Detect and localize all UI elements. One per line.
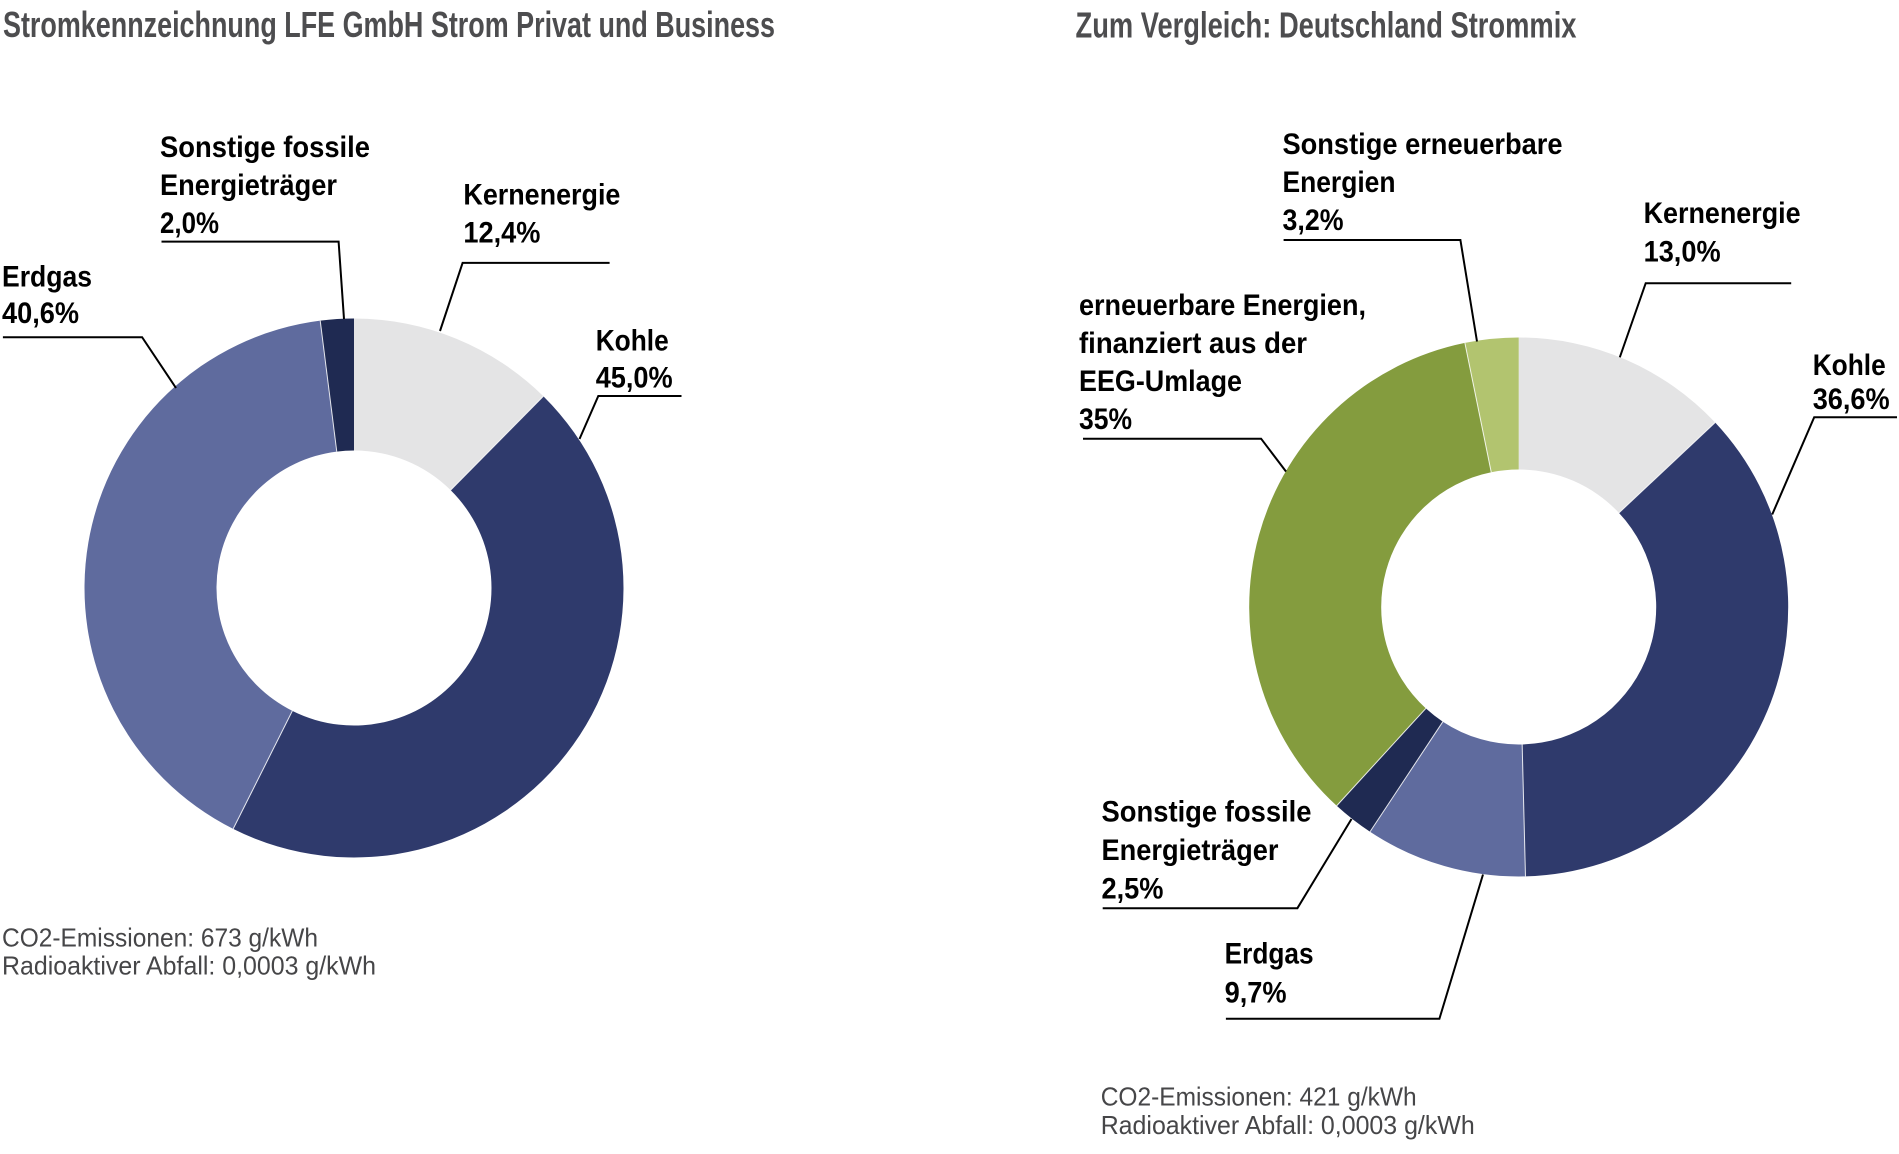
svg-text:Sonstige fossile: Sonstige fossile <box>1102 796 1312 829</box>
svg-text:erneuerbare Energien,: erneuerbare Energien, <box>1079 289 1366 322</box>
svg-text:Kohle: Kohle <box>596 325 669 358</box>
svg-text:Zum Vergleich: Deutschland Str: Zum Vergleich: Deutschland Strommix <box>1076 5 1577 46</box>
svg-text:Energieträger: Energieträger <box>1102 834 1279 867</box>
svg-text:9,7%: 9,7% <box>1225 976 1287 1009</box>
svg-text:3,2%: 3,2% <box>1283 204 1344 237</box>
svg-text:40,6%: 40,6% <box>2 297 79 330</box>
svg-text:Radioaktiver Abfall: 0,0003 g/: Radioaktiver Abfall: 0,0003 g/kWh <box>1101 1110 1475 1140</box>
svg-text:35%: 35% <box>1079 403 1132 436</box>
svg-text:CO2-Emissionen: 421 g/kWh: CO2-Emissionen: 421 g/kWh <box>1101 1081 1417 1111</box>
svg-text:Kernenergie: Kernenergie <box>1644 197 1801 230</box>
svg-text:13,0%: 13,0% <box>1644 236 1721 269</box>
svg-text:Stromkennzeichnung LFE GmbH St: Stromkennzeichnung LFE GmbH Strom Privat… <box>3 4 775 45</box>
svg-text:Energien: Energien <box>1283 166 1396 199</box>
svg-text:Sonstige fossile: Sonstige fossile <box>160 131 370 164</box>
svg-text:36,6%: 36,6% <box>1813 383 1890 416</box>
svg-text:Erdgas: Erdgas <box>1225 938 1314 971</box>
svg-text:EEG-Umlage: EEG-Umlage <box>1079 365 1242 398</box>
svg-text:2,5%: 2,5% <box>1102 872 1164 905</box>
svg-text:Erdgas: Erdgas <box>2 261 92 294</box>
svg-text:Kohle: Kohle <box>1813 349 1886 382</box>
svg-text:finanziert aus der: finanziert aus der <box>1079 327 1307 360</box>
svg-text:CO2-Emissionen: 673 g/kWh: CO2-Emissionen: 673 g/kWh <box>2 923 318 953</box>
svg-text:Energieträger: Energieträger <box>160 169 337 202</box>
svg-text:2,0%: 2,0% <box>160 207 219 240</box>
svg-text:Radioaktiver Abfall: 0,0003 g/: Radioaktiver Abfall: 0,0003 g/kWh <box>2 951 376 981</box>
svg-text:Kernenergie: Kernenergie <box>463 179 620 212</box>
svg-text:45,0%: 45,0% <box>596 362 673 395</box>
svg-text:12,4%: 12,4% <box>463 217 540 250</box>
svg-text:Sonstige erneuerbare: Sonstige erneuerbare <box>1283 128 1563 161</box>
